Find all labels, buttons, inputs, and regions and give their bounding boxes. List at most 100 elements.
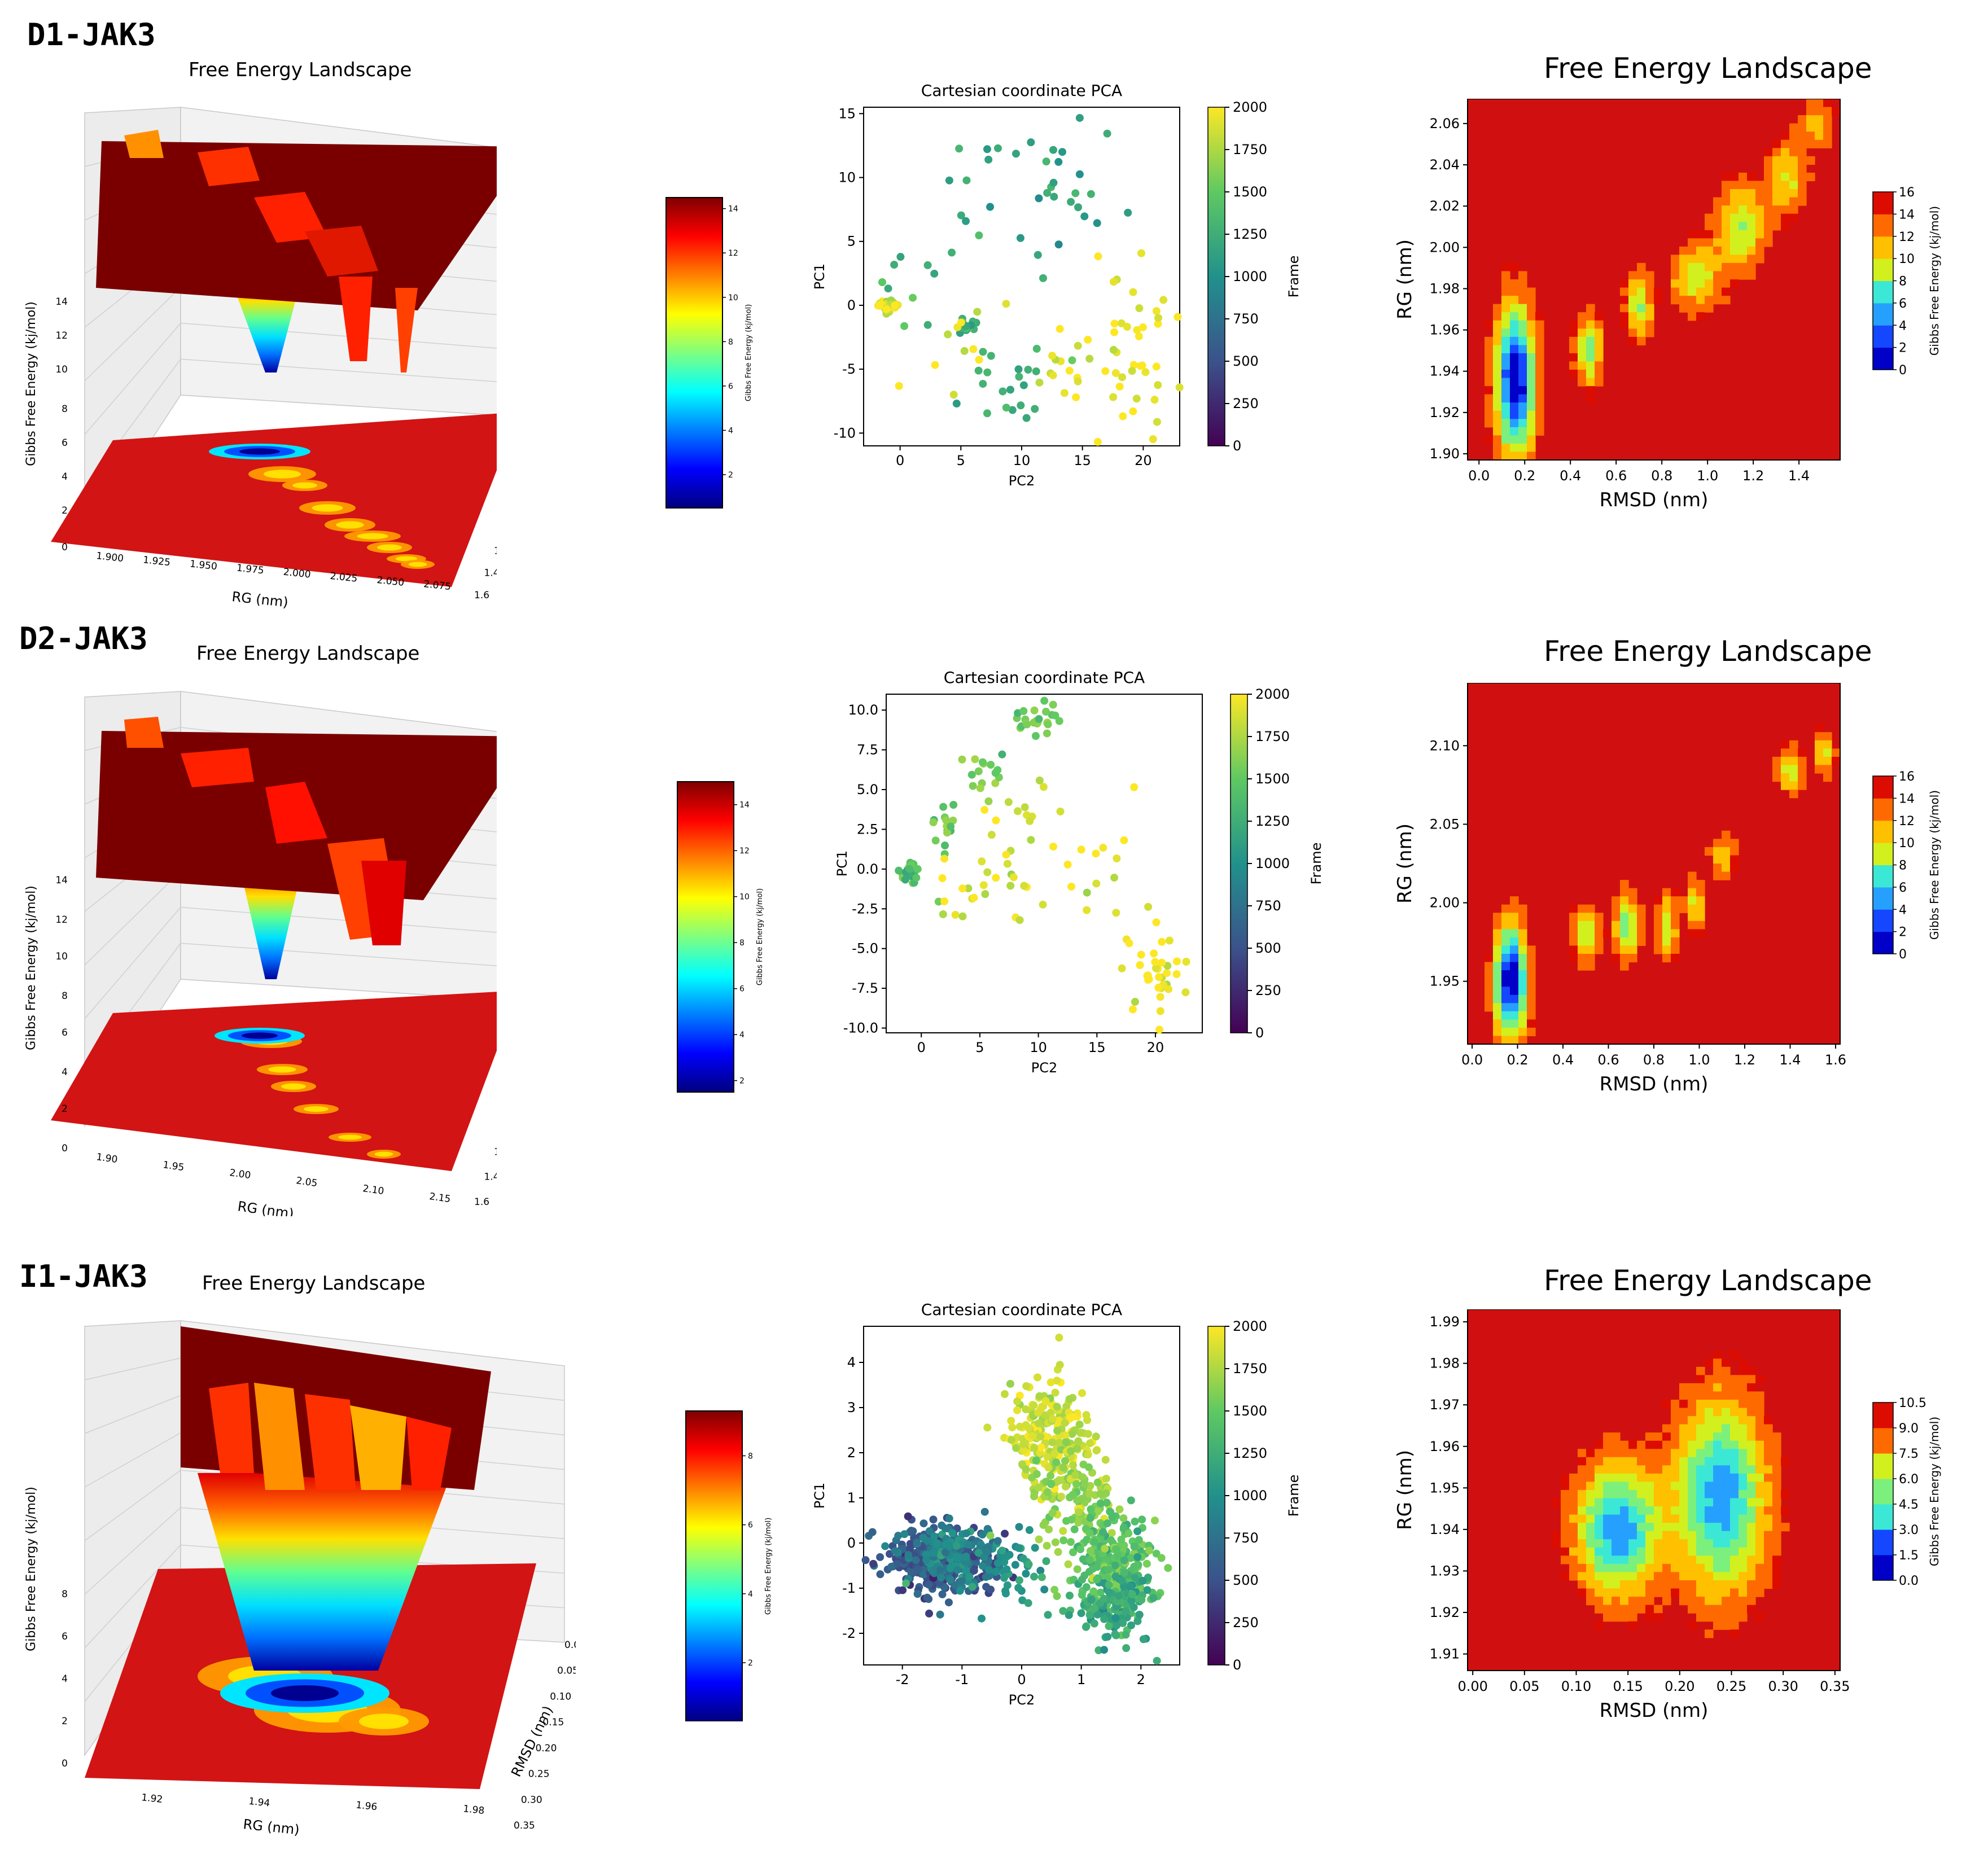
- floor-spot-core: [357, 533, 388, 540]
- colorbar-tick-label: 2: [1899, 926, 1907, 940]
- heatmap-cell: [1637, 287, 1646, 296]
- heatmap-cell: [1722, 296, 1731, 305]
- scatter-point: [936, 1610, 944, 1619]
- scatter-point: [1118, 964, 1126, 972]
- heatmap-cell: [1739, 1555, 1748, 1564]
- heatmap-cell: [1730, 1563, 1739, 1573]
- surface-ridge: [339, 277, 373, 361]
- heatmap-cell: [1713, 213, 1722, 222]
- scatter-point: [1087, 1596, 1095, 1604]
- heatmap-cell: [1781, 222, 1790, 231]
- heatmap-cell: [1705, 279, 1714, 288]
- heatmap-cell: [1730, 1440, 1739, 1449]
- heatmap-cell: [1713, 1563, 1722, 1573]
- heatmap-cell: [1730, 230, 1739, 239]
- x-tick-label: 1.950: [189, 558, 217, 572]
- heatmap-cell: [1569, 1539, 1578, 1548]
- heatmap-cell: [1688, 1506, 1697, 1515]
- heatmap-cell: [1595, 1465, 1604, 1474]
- heatmap-cell: [1595, 1580, 1604, 1589]
- heatmap-cell: [1764, 1563, 1773, 1573]
- heatmap-cell: [1518, 1027, 1527, 1037]
- heatmap-cell: [1493, 937, 1502, 946]
- heatmap-cell: [1705, 246, 1714, 255]
- heatmap-cell: [1586, 378, 1595, 387]
- heatmap-cell: [1671, 1473, 1680, 1483]
- heatmap-cell: [1679, 255, 1688, 264]
- heatmap-cell: [1654, 296, 1663, 305]
- heatmap-cell: [1739, 172, 1748, 182]
- heatmap-cell: [1713, 1588, 1722, 1597]
- scatter-point: [930, 269, 939, 278]
- heatmap-cell: [1713, 1490, 1722, 1499]
- scatter-point: [1129, 407, 1137, 415]
- heatmap-cell: [1637, 1457, 1646, 1466]
- heatmap-cell: [1739, 181, 1748, 190]
- scatter-point: [1090, 1604, 1098, 1612]
- x-tick-label: 1.96: [355, 1799, 378, 1813]
- heatmap-cell: [1637, 1440, 1646, 1449]
- scatter-point: [1049, 178, 1058, 187]
- heatmap-cell: [1510, 394, 1519, 403]
- scatter-point: [1110, 278, 1118, 286]
- y-tick-label: 1.95: [1430, 1480, 1460, 1496]
- surface-ridge: [198, 147, 260, 186]
- scatter-point: [1126, 1583, 1135, 1591]
- x-tick-label: 1.925: [142, 554, 170, 568]
- heatmap-cell: [1620, 1490, 1629, 1499]
- scatter-point: [1150, 949, 1158, 958]
- heatmap-cell: [1764, 1473, 1773, 1483]
- heatmap-cell: [1722, 238, 1731, 247]
- floor-spot-core: [292, 482, 317, 489]
- colorbar-tick-label: 6: [728, 382, 733, 391]
- heatmap-cell: [1501, 410, 1510, 419]
- heatmap-cell: [1569, 1482, 1578, 1491]
- heatmap-cell: [1493, 410, 1502, 419]
- z-tick-label: 12: [55, 330, 68, 341]
- heatmap-cell: [1612, 1498, 1621, 1507]
- y-tick-label: 2.10: [1430, 738, 1460, 753]
- heatmap-cell: [1679, 1400, 1688, 1409]
- heatmap-cell: [1628, 1457, 1637, 1466]
- colorbar-segment: [1873, 258, 1893, 281]
- heatmap-cell: [1713, 1514, 1722, 1523]
- heatmap-cell: [1679, 1563, 1688, 1573]
- heatmap-cell: [1705, 1408, 1714, 1417]
- heatmap-cell: [1679, 1432, 1688, 1441]
- heatmap-cell: [1493, 427, 1502, 436]
- grid-line: [84, 871, 181, 966]
- heatmap-cell: [1671, 1424, 1680, 1433]
- heatmap-cell: [1713, 1473, 1722, 1483]
- floor-basin-core: [239, 448, 280, 455]
- heatmap-cell: [1696, 1539, 1705, 1548]
- scatter-point: [1085, 1611, 1094, 1619]
- d1-fel-title: Free Energy Landscape: [1544, 52, 1872, 85]
- heatmap-cell: [1612, 929, 1621, 938]
- colorbar-tick-label: 0: [1899, 948, 1907, 962]
- scatter-point: [1101, 367, 1110, 375]
- colorbar-tick-label: 4: [1899, 319, 1907, 333]
- scatter-point: [884, 284, 892, 293]
- heatmap-cell: [1595, 1473, 1604, 1483]
- heatmap-cell: [1713, 1547, 1722, 1556]
- heatmap-cell: [1671, 888, 1680, 897]
- heatmap-cell: [1730, 847, 1739, 856]
- colorbar-tick-label: 16: [1899, 770, 1915, 784]
- heatmap-cell: [1654, 1588, 1663, 1597]
- heatmap-cell: [1603, 1473, 1612, 1483]
- scatter-point: [952, 400, 961, 408]
- scatter-point: [939, 803, 948, 811]
- scatter-point: [1062, 1402, 1071, 1411]
- heatmap-cell: [1730, 1383, 1739, 1392]
- scatter-point: [930, 1532, 938, 1541]
- colorbar-segment: [1873, 887, 1893, 910]
- scatter-point: [1077, 1428, 1085, 1437]
- heatmap-cell: [1527, 361, 1536, 370]
- heatmap-cell: [1747, 213, 1756, 222]
- heatmap-cell: [1730, 1605, 1739, 1614]
- scatter-point: [1055, 717, 1063, 725]
- d2-pca-points: [895, 696, 1190, 1034]
- heatmap-cell: [1518, 913, 1527, 922]
- scatter-point: [1027, 138, 1035, 147]
- scatter-point: [942, 816, 951, 825]
